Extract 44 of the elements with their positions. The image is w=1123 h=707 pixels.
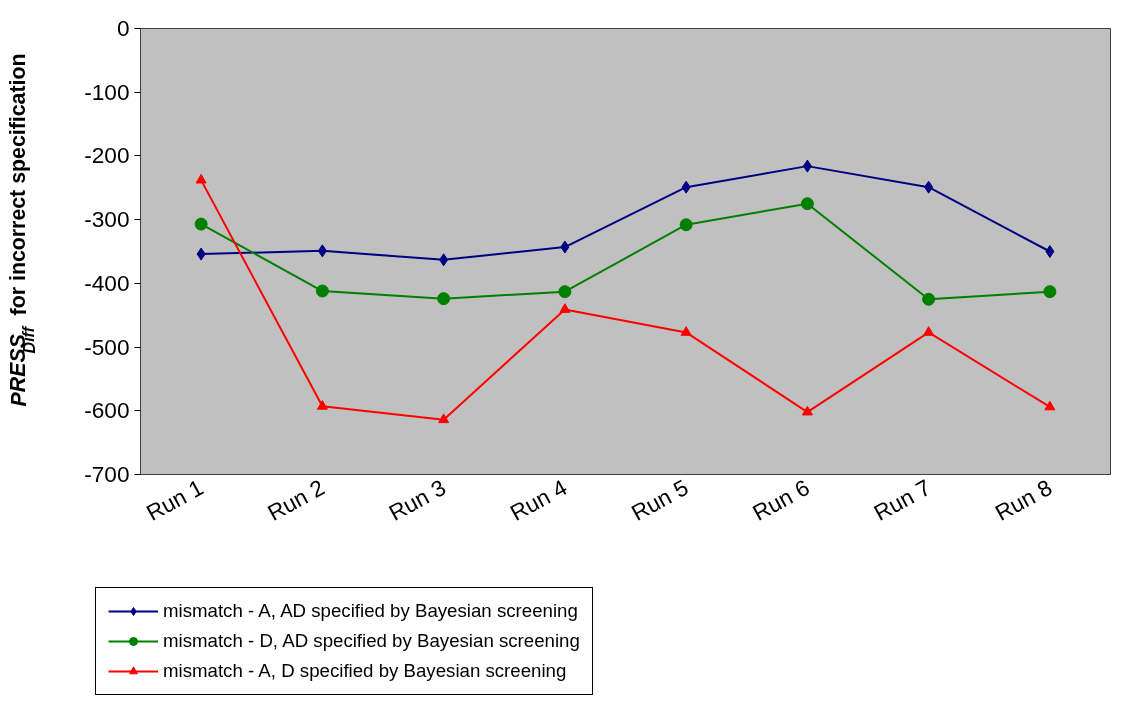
legend-label: mismatch - D, AD specified by Bayesian screening: [163, 630, 580, 652]
y-tick-label: -300: [84, 206, 130, 233]
point: [560, 240, 570, 254]
point: [681, 180, 691, 194]
point: [317, 244, 327, 258]
y-tick-label: -600: [84, 397, 130, 424]
point: [315, 284, 329, 298]
point: [801, 405, 813, 416]
point: [439, 253, 449, 267]
y-tick-label: 0: [116, 15, 130, 41]
legend-label: mismatch - A, AD specified by Bayesian screening: [163, 600, 578, 622]
x-tick-label: Run 5: [626, 474, 693, 526]
point: [680, 326, 692, 336]
point: [924, 180, 934, 194]
point: [922, 292, 936, 306]
x-tick-label: Run 7: [869, 474, 935, 526]
y-tick-label: -400: [84, 269, 130, 296]
point: [679, 218, 693, 232]
point: [559, 303, 571, 313]
x-tick-label: Run 6: [748, 474, 814, 526]
y-tick-label: -200: [84, 142, 130, 169]
point: [437, 292, 451, 306]
legend-label: mismatch - A, D specified by Bayesian screening: [163, 660, 567, 682]
point: [802, 159, 812, 173]
point: [1044, 400, 1056, 411]
point: [923, 326, 935, 336]
x-tick-label: Run 4: [505, 474, 572, 526]
x-tick-label: Run 8: [990, 474, 1057, 526]
point: [558, 285, 572, 299]
point: [1043, 285, 1057, 299]
y-axis-title: PRESSDiff for incorrect specification: [6, 53, 38, 407]
point: [1045, 245, 1055, 258]
point: [800, 197, 814, 211]
point: [196, 247, 206, 261]
point: [438, 413, 450, 424]
x-tick-label: Run 3: [384, 474, 450, 526]
y-tick-label: -700: [84, 461, 130, 487]
x-tick-label: Run 1: [141, 474, 208, 526]
point: [195, 173, 207, 184]
x-tick-label: Run 2: [263, 474, 329, 526]
y-tick-label: -100: [84, 78, 130, 105]
point: [194, 217, 208, 231]
point: [316, 400, 328, 410]
y-tick-label: -500: [84, 333, 130, 360]
